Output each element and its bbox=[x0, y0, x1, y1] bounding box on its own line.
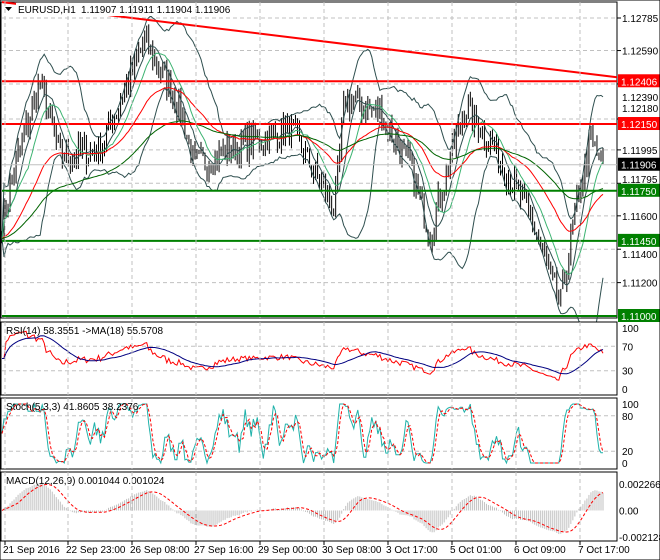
ma-green bbox=[1, 120, 604, 240]
chart-header: EURUSD,H1 1.11907 1.11911 1.11904 1.11906 bbox=[5, 3, 231, 16]
price-label: 1.12406 bbox=[621, 77, 658, 88]
price-label-box bbox=[618, 117, 660, 131]
stoch-label: Stoch(5,3,3) 41.8605 38.2376 bbox=[6, 402, 139, 413]
macd-panel[interactable]: 0.002266 0.00 -0.002128 MACD(12,26,9) 0.001… bbox=[0, 471, 660, 544]
stoch-tick-label: 80 bbox=[622, 412, 634, 423]
price-tick-label: 1.12785 bbox=[622, 14, 659, 25]
price-label: 1.11450 bbox=[621, 237, 657, 248]
price-tick-label: 1.11795 bbox=[622, 175, 658, 186]
macd-frame bbox=[0, 471, 618, 542]
price-label-box bbox=[618, 309, 660, 323]
time-axis: 21 Sep 2016 22 Sep 23:00 26 Sep 08:00 27 Se… bbox=[3, 541, 630, 556]
ma-medium bbox=[1, 52, 604, 275]
rsi-tick-label: 0 bbox=[622, 385, 628, 396]
time-label: 7 Oct 17:00 bbox=[578, 545, 630, 556]
rsi-label: RSI(14) 58.3551 ->MA(18) 55.5708 bbox=[6, 326, 163, 337]
stoch-tick-label: 100 bbox=[622, 400, 639, 411]
time-label: 21 Sep 2016 bbox=[3, 545, 60, 556]
price-label-box bbox=[618, 183, 660, 197]
price-label: 1.11750 bbox=[621, 187, 657, 198]
bollinger-upper bbox=[1, 15, 604, 239]
symbol-label: EURUSD,H1 bbox=[18, 5, 76, 16]
macd-signal-line bbox=[1, 484, 604, 533]
header-text: EURUSD,H1 1.11907 1.11911 1.11904 1.11906 bbox=[18, 5, 231, 16]
macd-label: MACD(12,26,9) 0.001044 0.001024 bbox=[6, 476, 165, 487]
time-label: 29 Sep 00:00 bbox=[258, 545, 318, 556]
triangle-down-icon[interactable] bbox=[5, 7, 12, 11]
rsi-tick-label: 100 bbox=[622, 324, 639, 335]
price-label: 1.11906 bbox=[621, 161, 657, 172]
header-background bbox=[16, 3, 216, 16]
price-tick-label: 1.11400 bbox=[622, 250, 658, 261]
ohlc-values: 1.11907 1.11911 1.11904 1.11906 bbox=[81, 5, 231, 16]
price-label: 1.11000 bbox=[621, 312, 657, 323]
macd-tick-label: -0.002128 bbox=[619, 533, 660, 544]
time-label: 30 Sep 08:00 bbox=[322, 545, 382, 556]
price-label-box bbox=[618, 74, 660, 88]
bollinger-lower bbox=[1, 87, 604, 339]
price-label-box bbox=[618, 233, 660, 247]
time-label: 3 Oct 17:00 bbox=[386, 545, 438, 556]
time-label: 5 Oct 01:00 bbox=[450, 545, 502, 556]
time-label: 22 Sep 23:00 bbox=[66, 545, 126, 556]
main-frame bbox=[0, 1, 618, 319]
macd-tick-label: 0.002266 bbox=[619, 480, 660, 491]
macd-tick-label: 0.00 bbox=[619, 507, 639, 518]
stoch-tick-label: 20 bbox=[622, 447, 634, 458]
rsi-line bbox=[2, 330, 604, 381]
price-label: 1.12150 bbox=[621, 120, 658, 131]
rsi-ma-line bbox=[2, 335, 604, 375]
price-tick-label: 1.11600 bbox=[622, 212, 658, 223]
price-tick-label: 1.11995 bbox=[622, 146, 658, 157]
price-label-box bbox=[618, 157, 660, 171]
rsi-tick-label: 70 bbox=[622, 342, 634, 353]
stoch-signal-line bbox=[1, 403, 604, 464]
price-tick-label: 1.12390 bbox=[622, 93, 659, 104]
stoch-tick-label: 0 bbox=[622, 459, 628, 470]
time-label: 27 Sep 16:00 bbox=[194, 545, 254, 556]
time-label: 26 Sep 08:00 bbox=[130, 545, 190, 556]
rsi-tick-label: 30 bbox=[622, 367, 634, 378]
price-tick-label: 1.11200 bbox=[622, 279, 658, 290]
time-label: 6 Oct 09:00 bbox=[514, 545, 566, 556]
price-tick-label: 1.12590 bbox=[622, 47, 659, 58]
stoch-main-line bbox=[1, 402, 603, 465]
price-tick-label: 1.12180 bbox=[622, 104, 659, 115]
rsi-panel[interactable]: 100 70 30 0 RSI(14) 58.3551 ->MA(18) 55.5708 bbox=[0, 321, 639, 396]
